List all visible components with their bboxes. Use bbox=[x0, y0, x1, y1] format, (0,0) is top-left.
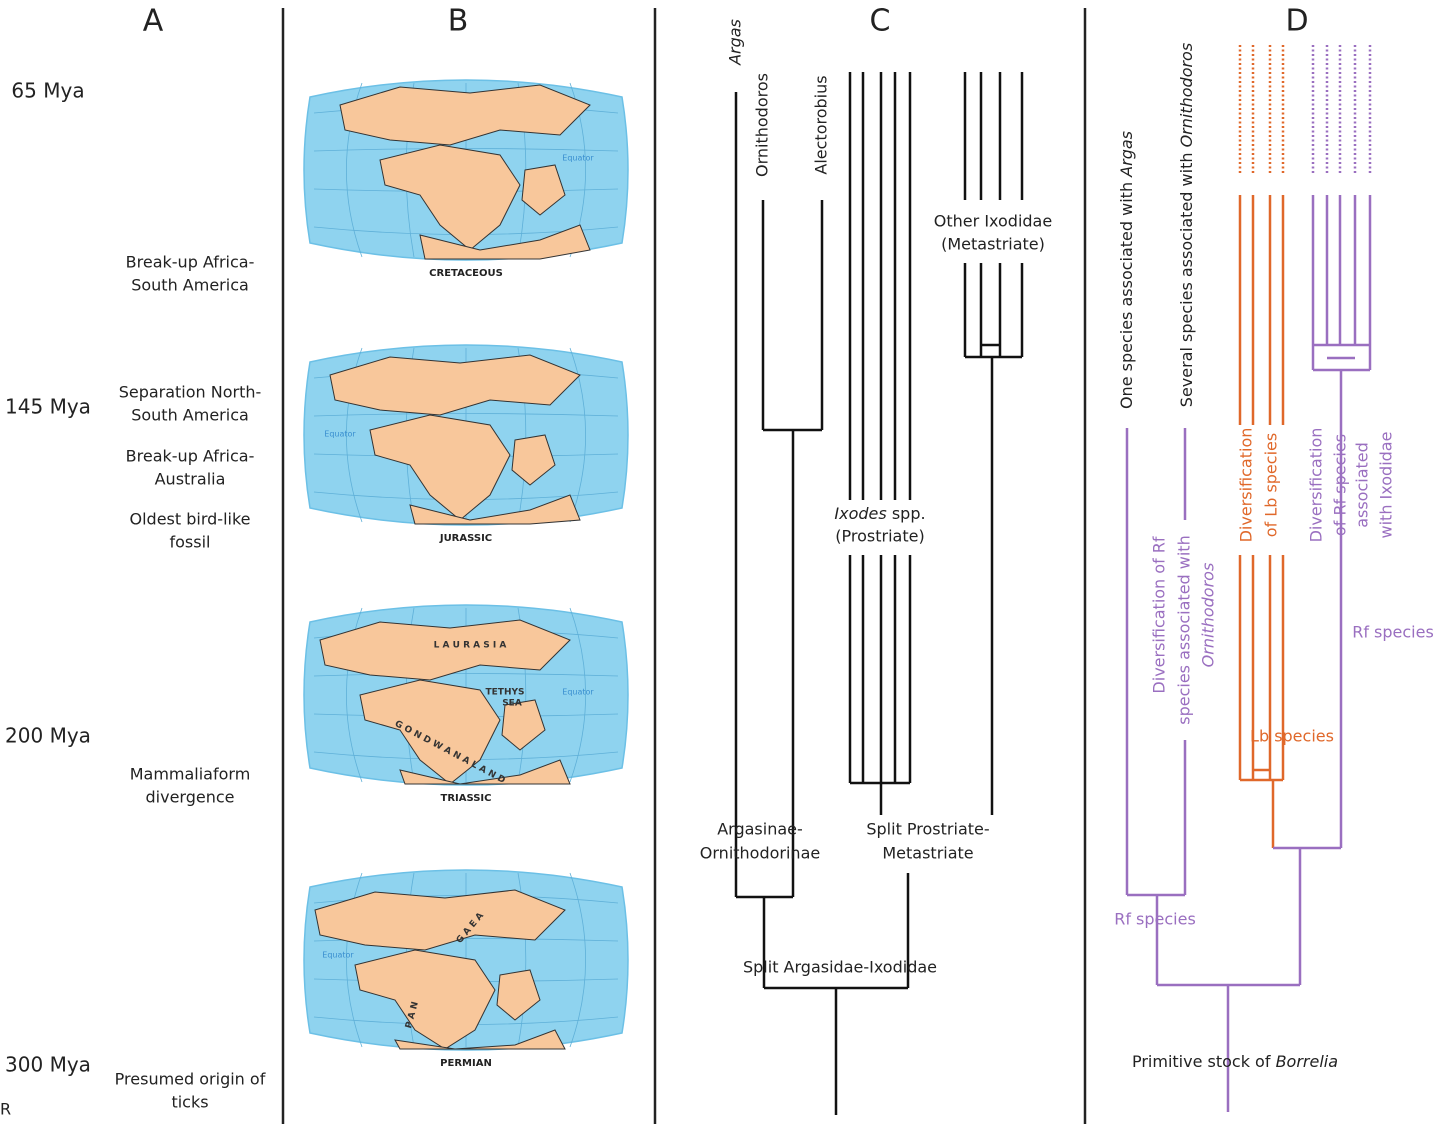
time-label: 145 Mya bbox=[5, 395, 91, 419]
map-label: JURASSIC bbox=[439, 533, 492, 544]
italic-part: Ixodes bbox=[834, 504, 886, 523]
event: South America bbox=[131, 406, 249, 425]
clade-label: Lb species bbox=[1250, 727, 1334, 746]
map-text: TETHYS bbox=[486, 688, 525, 698]
map-label: CRETACEOUS bbox=[429, 268, 503, 279]
node-label: Split Argasidae-Ixodidae bbox=[743, 958, 937, 977]
time-label: 300 Mya bbox=[5, 1053, 91, 1077]
event: Oldest bird-like bbox=[130, 510, 251, 529]
taxon: Argas bbox=[726, 19, 745, 66]
taxon: Several species associated with Ornithod… bbox=[1177, 43, 1196, 407]
root-label: Primitive stock of Borrelia bbox=[1132, 1052, 1338, 1071]
clade-label: with Ixodidae bbox=[1377, 432, 1396, 539]
event: Break-up Africa- bbox=[126, 253, 255, 272]
event: South America bbox=[131, 276, 249, 295]
panel-letter: B bbox=[448, 4, 469, 39]
clade-label: Rf species bbox=[1114, 910, 1196, 929]
event: fossil bbox=[170, 533, 211, 552]
map-text: Equator bbox=[322, 951, 354, 960]
time-label: 200 Mya bbox=[5, 724, 91, 748]
clade-label: Other Ixodidae bbox=[934, 212, 1052, 231]
text-part: Primitive stock of bbox=[1132, 1052, 1276, 1071]
text-part: Several species associated with bbox=[1177, 147, 1196, 407]
text-part: One species associated with bbox=[1117, 177, 1136, 409]
clade-label: of Lb species bbox=[1262, 433, 1281, 537]
italic-part: Argas bbox=[1117, 131, 1136, 178]
panel-letter: D bbox=[1285, 4, 1308, 39]
text-part: spp. bbox=[887, 504, 926, 523]
panel-letter: C bbox=[870, 4, 891, 39]
clade-label: Diversification bbox=[1237, 428, 1256, 543]
clade-label: species associated with bbox=[1175, 535, 1194, 724]
logo: R bbox=[0, 1100, 11, 1119]
clade-label: of Rf species bbox=[1331, 434, 1350, 536]
map-text: Equator bbox=[562, 154, 594, 163]
event: Mammaliaform bbox=[130, 765, 251, 784]
map-text: Equator bbox=[562, 688, 594, 697]
node-label: Ornithodorinae bbox=[700, 844, 820, 863]
clade-label: Ixodes spp. bbox=[834, 504, 925, 523]
panel-letter: A bbox=[143, 4, 164, 39]
map-text: L A U R A S I A bbox=[434, 641, 507, 651]
node-label: Metastriate bbox=[882, 844, 973, 863]
node-label: Split Prostriate- bbox=[866, 820, 989, 839]
figure: A B C D 65 Mya 145 Mya 200 Mya 300 Mya Break-up … bbox=[0, 0, 1450, 1124]
map-label: PERMIAN bbox=[440, 1058, 492, 1069]
event: ticks bbox=[171, 1093, 208, 1112]
event: Presumed origin of bbox=[115, 1070, 266, 1089]
time-label: 65 Mya bbox=[11, 79, 84, 103]
map-text: SEA bbox=[502, 699, 522, 709]
clade-label: Diversification bbox=[1307, 428, 1326, 543]
event: divergence bbox=[146, 788, 235, 807]
event: Separation North- bbox=[119, 383, 262, 402]
taxon: Ornithodoros bbox=[753, 73, 772, 177]
italic-part: Ornithodoros bbox=[1177, 43, 1196, 148]
taxon: Alectorobius bbox=[812, 75, 831, 174]
clade-label: (Metastriate) bbox=[941, 235, 1045, 254]
clade-label: associated bbox=[1353, 442, 1372, 528]
clade-label: (Prostriate) bbox=[835, 527, 924, 546]
node-label: Argasinae- bbox=[717, 820, 803, 839]
event: Break-up Africa- bbox=[126, 447, 255, 466]
event: Australia bbox=[155, 470, 226, 489]
map-text: Equator bbox=[324, 430, 356, 439]
italic-part: Borrelia bbox=[1276, 1052, 1338, 1071]
taxon: One species associated with Argas bbox=[1117, 131, 1136, 409]
map-label: TRIASSIC bbox=[441, 793, 492, 804]
clade-label: Diversification of Rf bbox=[1150, 536, 1169, 693]
clade-label: Rf species bbox=[1352, 623, 1434, 642]
clade-label: Ornithodoros bbox=[1199, 563, 1218, 668]
